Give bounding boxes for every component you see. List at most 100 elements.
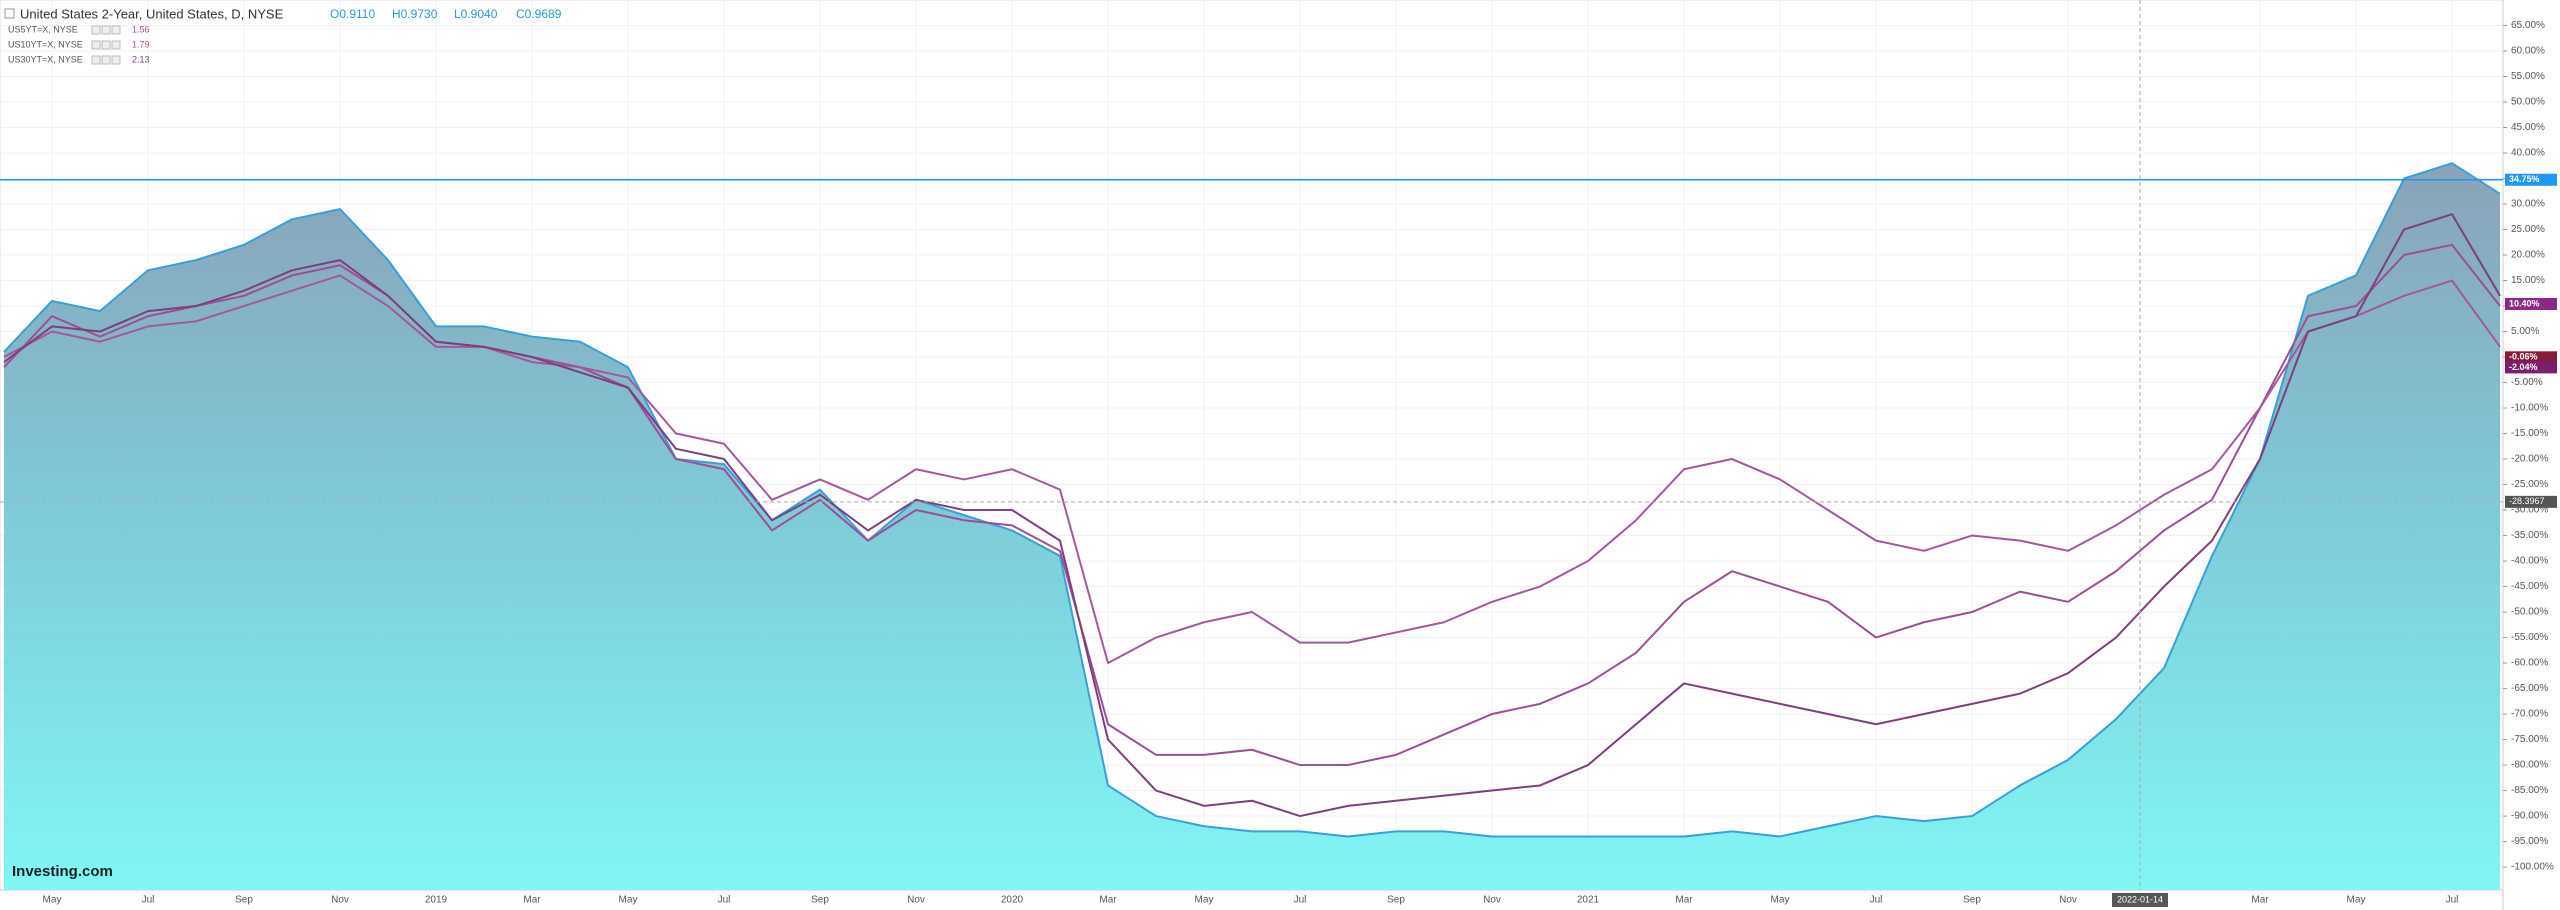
x-tick-label: 2021 [1577, 895, 1600, 906]
x-tick-label: Jul [1294, 895, 1307, 906]
y-tick-label: 20.00% [2511, 250, 2545, 261]
chart-title: United States 2-Year, United States, D, … [20, 6, 284, 21]
x-tick-label: Mar [2251, 895, 2269, 906]
y-tick-label: -35.00% [2511, 530, 2548, 541]
legend-button [91, 25, 101, 35]
x-tick-label: Mar [1099, 895, 1117, 906]
x-tick-label: May [619, 895, 638, 906]
x-tick-label: Sep [1963, 895, 1981, 906]
y-tick-label: -40.00% [2511, 556, 2548, 567]
price-badge-label: 10.40% [2509, 298, 2540, 308]
ohlc: O0.9110 H0.9730 L0.9040 C0.9689 [330, 7, 562, 21]
y-tick-label: -70.00% [2511, 709, 2548, 720]
x-tick-label: 2020 [1001, 895, 1024, 906]
y-tick-label: -45.00% [2511, 581, 2548, 592]
x-tick-label: May [1771, 895, 1790, 906]
x-tick-label: May [1195, 895, 1214, 906]
y-tick-label: -25.00% [2511, 479, 2548, 490]
y-tick-label: 65.00% [2511, 20, 2545, 31]
x-tick-label: Sep [1387, 895, 1405, 906]
series-line [3, 274, 2501, 665]
legend-button [101, 40, 111, 50]
x-tick-label: May [43, 895, 62, 906]
price-badge [2505, 361, 2557, 374]
legend-button [111, 55, 121, 65]
ohlc-value: O0.9110 [330, 7, 375, 21]
x-tick-label: Jul [1870, 895, 1883, 906]
y-tick-label: -85.00% [2511, 785, 2548, 796]
y-tick-label: -50.00% [2511, 607, 2548, 618]
y-tick-label: -90.00% [2511, 811, 2548, 822]
crosshair-x-label: 2022-01-14 [2117, 894, 2163, 904]
ohlc-value: H0.9730 [392, 7, 438, 21]
x-tick-label: Jul [142, 895, 155, 906]
collapse-box[interactable] [4, 8, 15, 19]
area [4, 163, 2500, 890]
y-tick-label: 15.00% [2511, 275, 2545, 286]
series-line [3, 162, 2501, 838]
price-badge-label: -0.06% [2509, 352, 2538, 362]
crosshair-y-label: -28.3967 [2509, 496, 2545, 506]
y-tick-label: -55.00% [2511, 632, 2548, 643]
marks [3, 162, 2501, 890]
x-tick-label: Mar [523, 895, 541, 906]
y-tick-label: -75.00% [2511, 734, 2548, 745]
y-tick-label: -80.00% [2511, 760, 2548, 771]
y-tick-label: -65.00% [2511, 683, 2548, 694]
legend-name: US5YT=X, NYSE [8, 24, 78, 34]
y-tick-label: -30.00% [2511, 505, 2548, 516]
y-tick-label: 40.00% [2511, 148, 2545, 159]
price-badge-label: -2.04% [2509, 362, 2538, 372]
y-tick-label: -100.00% [2511, 862, 2554, 873]
legend-last: 2.13 [132, 54, 150, 64]
legend-button [91, 55, 101, 65]
legend-button [111, 40, 121, 50]
y-tick-label: 25.00% [2511, 224, 2545, 235]
price-badge [2505, 351, 2557, 364]
y-tick-label: -95.00% [2511, 836, 2548, 847]
legend-button [101, 55, 111, 65]
legend-button [111, 25, 121, 35]
x-tick-label: Nov [907, 895, 925, 906]
ohlc-value: C0.9689 [516, 7, 562, 21]
x-tick-label: Mar [1675, 895, 1693, 906]
legend: United States 2-Year, United States, D, … [4, 6, 562, 65]
y-tick-label: -15.00% [2511, 428, 2548, 439]
ohlc-value: L0.9040 [454, 7, 498, 21]
y-tick-label: -60.00% [2511, 658, 2548, 669]
y-tick-label: -20.00% [2511, 454, 2548, 465]
x-tick-label: Nov [331, 895, 349, 906]
price-badge [2505, 297, 2557, 310]
y-tick-label: 5.00% [2511, 326, 2539, 337]
x-tick-label: May [2347, 895, 2366, 906]
y-tick-label: 45.00% [2511, 122, 2545, 133]
x-tick-label: Jul [718, 895, 731, 906]
legend-name: US10YT=X, NYSE [8, 39, 83, 49]
x-tick-label: Nov [1483, 895, 1501, 906]
legend-last: 1.79 [132, 39, 150, 49]
x-tick-label: Jul [2446, 895, 2459, 906]
crosshair-y-badge [2505, 495, 2557, 508]
legend-last: 1.56 [132, 24, 150, 34]
x-tick-label: Sep [811, 895, 829, 906]
series-line [3, 213, 2501, 818]
x-tick-label: Sep [235, 895, 253, 906]
y-tick-label: 60.00% [2511, 46, 2545, 57]
y-tick-label: 55.00% [2511, 71, 2545, 82]
logo: Investing.com [12, 863, 113, 880]
legend-items: US5YT=X, NYSE 1.56 US10YT=X, NYSE 1.79 US30Y… [8, 24, 150, 65]
crosshair-x-badge [2112, 893, 2168, 907]
x-tick-label: Nov [2059, 895, 2077, 906]
price-badge [2505, 173, 2557, 186]
legend-button [101, 25, 111, 35]
y-tick-label: -10.00% [2511, 403, 2548, 414]
y-tick-label: -5.00% [2511, 377, 2543, 388]
y-tick-label: 30.00% [2511, 199, 2545, 210]
legend-name: US30YT=X, NYSE [8, 54, 83, 64]
legend-button [91, 40, 101, 50]
x-tick-label: 2019 [425, 895, 448, 906]
price-badge-label: 34.75% [2509, 174, 2540, 184]
y-tick-label: 50.00% [2511, 97, 2545, 108]
